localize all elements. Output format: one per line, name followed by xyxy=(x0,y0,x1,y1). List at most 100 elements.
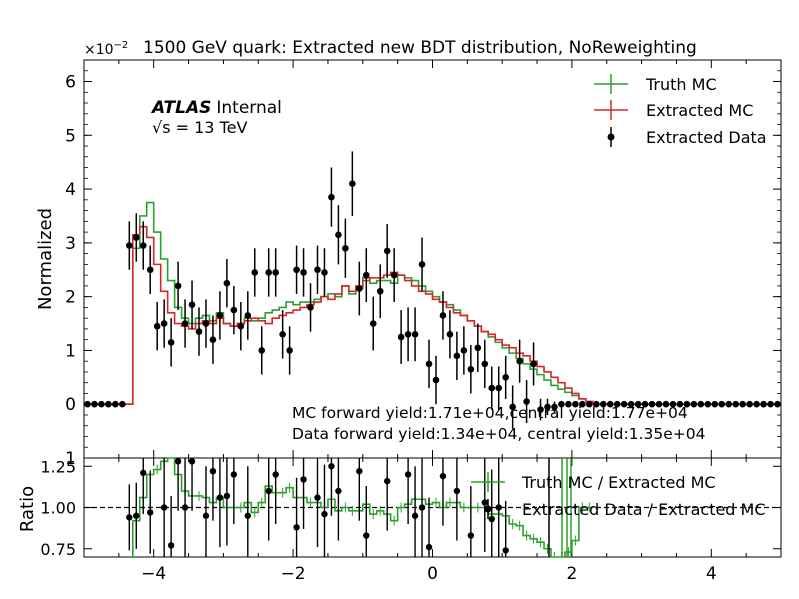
ratio-point xyxy=(502,547,509,554)
data-point xyxy=(495,384,503,392)
data-point xyxy=(356,285,363,292)
data-point xyxy=(509,403,516,411)
data-point xyxy=(335,231,342,239)
x-tick-label: 2 xyxy=(566,564,577,584)
main-legend: Truth MC Extracted MC Extracted Data xyxy=(594,74,767,147)
ratio-point xyxy=(404,471,412,478)
legend-entry-extracted-data: Extracted Data xyxy=(607,127,767,147)
ratio-point xyxy=(425,543,433,551)
data-point xyxy=(662,400,670,408)
ratio-edge-error-bars xyxy=(548,458,572,557)
legend-label-data-ratio: Extracted Data / Extracted MC xyxy=(522,500,766,519)
data-yield-annotation: Data forward yield:1.34e+04, central yie… xyxy=(292,425,706,443)
data-point xyxy=(202,320,210,327)
ratio-legend: Truth MC / Extracted MC Extracted Data /… xyxy=(471,472,766,519)
data-point xyxy=(397,333,405,341)
data-point xyxy=(237,322,245,330)
data-point xyxy=(558,400,565,408)
data-point xyxy=(321,269,328,276)
data-point xyxy=(195,328,203,335)
main-y-tick-label: 1 xyxy=(65,449,76,469)
data-point xyxy=(223,279,231,287)
ratio-point xyxy=(244,512,251,519)
y-axis-label: Normalized xyxy=(35,208,56,310)
main-y-tick-label: 3 xyxy=(65,234,76,254)
data-point xyxy=(383,247,391,255)
data-point xyxy=(251,269,259,276)
mc-yield-annotation: MC forward yield:1.71e+04,central yield:… xyxy=(292,404,688,422)
data-point xyxy=(774,400,781,408)
data-point xyxy=(648,400,656,408)
data-point xyxy=(369,320,377,327)
data-point xyxy=(697,400,705,408)
data-point xyxy=(579,400,586,408)
data-point xyxy=(342,244,349,252)
data-point xyxy=(300,269,307,276)
data-point xyxy=(572,400,579,408)
ratio-point xyxy=(167,542,175,549)
legend-entry-truth-ratio: Truth MC / Extracted MC xyxy=(471,472,716,492)
data-point xyxy=(606,400,614,408)
data-point xyxy=(349,180,356,188)
ratio-x-ticks: −4 −2 0 2 4 xyxy=(83,458,782,584)
ratio-point xyxy=(126,514,133,521)
data-point xyxy=(718,400,726,408)
main-y-tick-label: 4 xyxy=(65,180,76,200)
data-point xyxy=(84,400,91,408)
ratio-point xyxy=(328,463,335,470)
data-point xyxy=(620,400,628,408)
ratio-point xyxy=(495,504,502,511)
data-point xyxy=(453,352,461,360)
ratio-point xyxy=(272,471,279,478)
truth-mc-histogram xyxy=(84,201,781,406)
ratio-point xyxy=(467,532,475,539)
data-point xyxy=(683,400,691,408)
data-point xyxy=(209,336,217,343)
data-point xyxy=(530,360,537,368)
data-point xyxy=(146,266,154,274)
ratio-point xyxy=(188,458,196,465)
atlas-brand: ATLAS xyxy=(150,98,211,118)
extracted-mc-histogram xyxy=(84,225,781,406)
ratio-point xyxy=(133,512,140,519)
data-point xyxy=(293,266,300,274)
data-point xyxy=(565,400,572,408)
y-exponent-label: ×10−2 xyxy=(84,40,128,58)
chart-title: 1500 GeV quark: Extracted new BDT distri… xyxy=(143,38,697,58)
ratio-point xyxy=(265,487,272,495)
data-point xyxy=(690,400,698,408)
data-point xyxy=(537,406,544,413)
data-point xyxy=(446,330,454,338)
ratio-point xyxy=(147,509,154,516)
data-point xyxy=(502,374,509,381)
ratio-data-points xyxy=(126,458,509,557)
data-point xyxy=(139,242,147,249)
data-point xyxy=(307,304,314,311)
legend-label-truth-ratio: Truth MC / Extracted MC xyxy=(521,473,716,492)
legend-entry-extracted-mc: Extracted MC xyxy=(594,100,753,120)
legend-label-extracted-mc: Extracted MC xyxy=(646,101,753,120)
ratio-point xyxy=(140,469,147,477)
ratio-point xyxy=(314,494,321,501)
data-point xyxy=(132,234,140,241)
atlas-status: Internal xyxy=(216,98,282,118)
data-point xyxy=(105,400,112,408)
data-point xyxy=(467,365,475,373)
extracted-data-points xyxy=(84,151,781,429)
data-point xyxy=(732,400,739,408)
ratio-y-tick-label: 1.25 xyxy=(40,457,76,476)
data-point xyxy=(216,312,224,319)
ratio-point xyxy=(481,499,488,506)
exponent-base: ×10 xyxy=(84,42,114,58)
ratio-point xyxy=(300,476,307,483)
ratio-point xyxy=(335,487,342,495)
main-y-tick-label: 6 xyxy=(65,73,76,93)
data-point xyxy=(425,360,433,368)
data-point xyxy=(523,398,530,405)
data-point xyxy=(592,400,600,408)
ratio-point xyxy=(160,504,168,511)
data-point xyxy=(112,400,119,408)
ratio-point xyxy=(418,504,426,511)
data-point xyxy=(599,400,607,408)
ratio-point xyxy=(363,532,370,539)
